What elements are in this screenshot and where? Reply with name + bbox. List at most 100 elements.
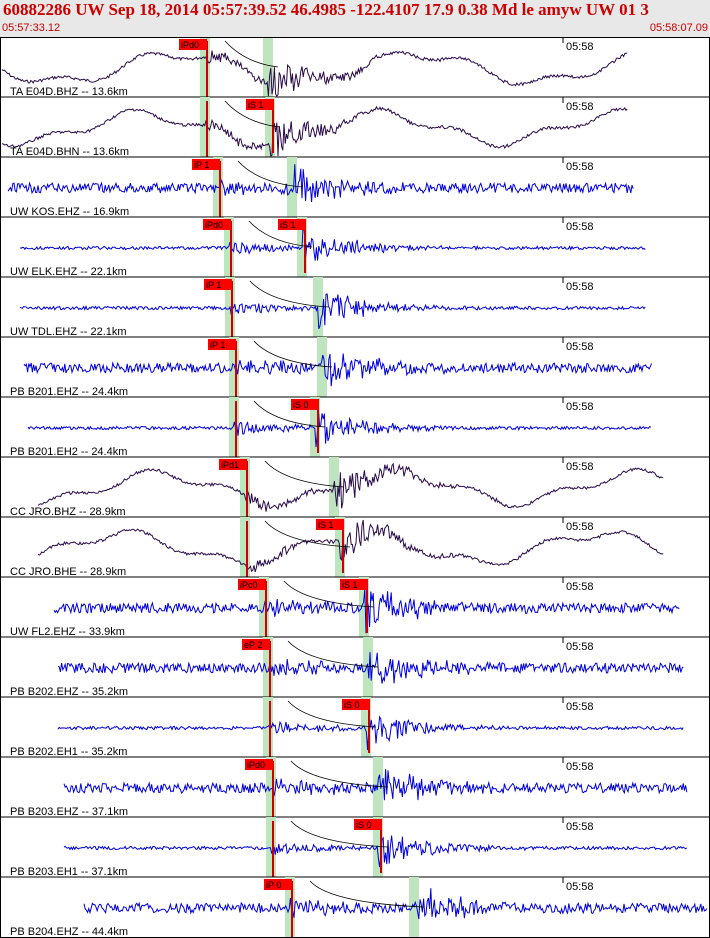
waveform-trace bbox=[19, 293, 646, 329]
waveform-trace bbox=[27, 410, 652, 448]
channel-row: 05:58 iS 0 PB B201.EH2 -- 24.4km bbox=[0, 396, 710, 458]
p-pick-label: iP 1 bbox=[210, 340, 225, 350]
channel-row: 05:58 iS 0 PB B203.EH1 -- 37.1km bbox=[0, 816, 710, 878]
channel-label: UW KOS.EHZ -- 16.9km bbox=[10, 206, 129, 218]
event-title: 60882286 UW Sep 18, 2014 05:57:39.52 46.… bbox=[3, 0, 649, 19]
p-pick-label: iPd0 bbox=[181, 40, 199, 50]
s-phase-band bbox=[359, 577, 369, 637]
s-pick-label-box bbox=[291, 399, 319, 410]
time-tick-label: 05:58 bbox=[566, 161, 594, 173]
channel-row: 05:58 iP 1 UW KOS.EHZ -- 16.9km bbox=[0, 156, 710, 218]
p-pick-label: iP 1 bbox=[206, 280, 221, 290]
channel-label: PB B203.EH1 -- 37.1km bbox=[10, 866, 127, 878]
p-pick-label-box bbox=[245, 759, 273, 770]
arrival-curve bbox=[287, 700, 377, 728]
channel-label: TA E04D.BHZ -- 13.6km bbox=[10, 86, 128, 98]
waveform-trace bbox=[37, 462, 664, 512]
channel-label: PB B201.EH2 -- 24.4km bbox=[10, 446, 127, 458]
waveform-trace bbox=[19, 224, 646, 261]
time-tick-label: 05:58 bbox=[566, 461, 594, 473]
p-phase-band bbox=[200, 97, 210, 157]
p-pick-label: iPd0 bbox=[247, 760, 265, 770]
p-pick-label-box bbox=[242, 639, 270, 650]
p-phase-band bbox=[266, 817, 276, 877]
s-phase-band bbox=[310, 397, 320, 457]
s-pick-label: iS 0 bbox=[293, 400, 309, 410]
time-tick-label: 05:58 bbox=[566, 821, 594, 833]
arrival-curve bbox=[237, 160, 303, 188]
waveform-trace bbox=[37, 519, 664, 573]
arrival-curve bbox=[309, 880, 425, 908]
s-phase-band bbox=[263, 37, 273, 97]
p-pick-label-box bbox=[192, 159, 220, 170]
arrival-curve bbox=[253, 340, 333, 368]
channel-label: UW TDL.EHZ -- 22.1km bbox=[10, 326, 127, 338]
waveform-trace bbox=[23, 353, 653, 387]
p-pick-label: iPd1 bbox=[221, 460, 239, 470]
s-pick-label-box bbox=[342, 699, 370, 710]
time-tick-label: 05:58 bbox=[566, 581, 594, 593]
arrival-curve bbox=[283, 580, 375, 608]
time-tick-label: 05:58 bbox=[566, 641, 594, 653]
s-phase-band bbox=[361, 697, 371, 757]
channel-label: CC JRO.BHZ -- 28.9km bbox=[10, 506, 126, 518]
s-phase-band bbox=[317, 337, 327, 397]
p-phase-band bbox=[263, 697, 273, 757]
p-pick-label-box bbox=[179, 39, 207, 50]
channel-label: PB B204.EHZ -- 44.4km bbox=[10, 926, 128, 938]
arrival-curve bbox=[287, 640, 379, 668]
header-bar: 60882286 UW Sep 18, 2014 05:57:39.52 46.… bbox=[0, 0, 710, 37]
channel-label: UW FL2.EHZ -- 33.9km bbox=[10, 626, 125, 638]
time-tick-label: 05:58 bbox=[566, 401, 594, 413]
channel-row: 05:58 iPc0 iS 1 UW FL2.EHZ -- 33.9km bbox=[0, 576, 710, 638]
time-tick-label: 05:58 bbox=[566, 281, 594, 293]
channel-label: PB B201.EHZ -- 24.4km bbox=[10, 386, 128, 398]
p-phase-band bbox=[263, 637, 273, 697]
channel-row: 05:58 iP 1 UW TDL.EHZ -- 22.1km bbox=[0, 276, 710, 338]
waveform-trace bbox=[83, 888, 708, 920]
channel-label: TA E04D.BHN -- 13.6km bbox=[10, 146, 129, 158]
s-pick-label: iS 1 bbox=[318, 520, 334, 530]
channel-row: 05:58 iPd0 iS 1 UW ELK.EHZ -- 22.1km bbox=[0, 216, 710, 278]
s-phase-band bbox=[265, 97, 275, 157]
p-phase-band bbox=[229, 337, 239, 397]
channel-row: 05:58 iS 1 CC JRO.BHE -- 28.9km bbox=[0, 516, 710, 578]
p-pick-label-box bbox=[219, 459, 247, 470]
waveform-trace bbox=[57, 715, 684, 751]
p-pick-label: iPc0 bbox=[240, 580, 258, 590]
time-tick-label: 05:58 bbox=[566, 221, 594, 233]
time-tick-label: 05:58 bbox=[566, 701, 594, 713]
p-phase-band bbox=[240, 457, 250, 517]
end-time: 05:58:07.09 bbox=[649, 22, 708, 34]
channel-row: 05:58 iPd0 TA E04D.BHZ -- 13.6km bbox=[0, 37, 710, 98]
time-tick-label: 05:58 bbox=[566, 521, 594, 533]
time-tick-label: 05:58 bbox=[566, 101, 594, 113]
channel-row: 05:58 iP 0 PB B204.EHZ -- 44.4km bbox=[0, 876, 710, 938]
arrival-curve bbox=[290, 760, 389, 788]
p-pick-label-box bbox=[204, 279, 232, 290]
arrival-curve bbox=[264, 460, 345, 488]
channel-row: 05:58 iPd0 PB B203.EHZ -- 37.1km bbox=[0, 756, 710, 818]
s-pick-label: iS 0 bbox=[356, 820, 372, 830]
p-pick-label: iPd0 bbox=[205, 220, 223, 230]
time-tick-label: 05:58 bbox=[566, 341, 594, 353]
s-pick-label: iS 1 bbox=[342, 580, 358, 590]
arrival-curve bbox=[224, 40, 279, 68]
waveform-trace bbox=[1, 50, 628, 97]
channel-label: UW ELK.EHZ -- 22.1km bbox=[10, 266, 127, 278]
channel-row: 05:58 iP 1 PB B201.EHZ -- 24.4km bbox=[0, 336, 710, 398]
p-phase-band bbox=[240, 517, 250, 577]
channel-label: PB B202.EHZ -- 35.2km bbox=[10, 686, 128, 698]
arrival-curve bbox=[248, 220, 313, 248]
p-pick-label-box bbox=[264, 879, 292, 890]
s-pick-label-box bbox=[340, 579, 368, 590]
channel-row: 05:58 iS 0 PB B202.EH1 -- 35.2km bbox=[0, 696, 710, 758]
time-tick-label: 05:58 bbox=[566, 761, 594, 773]
s-phase-band bbox=[373, 817, 383, 877]
s-pick-label: iS 0 bbox=[344, 700, 360, 710]
arrival-curve bbox=[253, 400, 326, 428]
p-phase-band bbox=[266, 757, 276, 817]
seismogram-panel: 05:58 iPd0 TA E04D.BHZ -- 13.6km 05:58 iS 1 T… bbox=[0, 37, 710, 938]
waveform-trace bbox=[1, 105, 628, 157]
s-pick-label: iS 1 bbox=[248, 100, 264, 110]
